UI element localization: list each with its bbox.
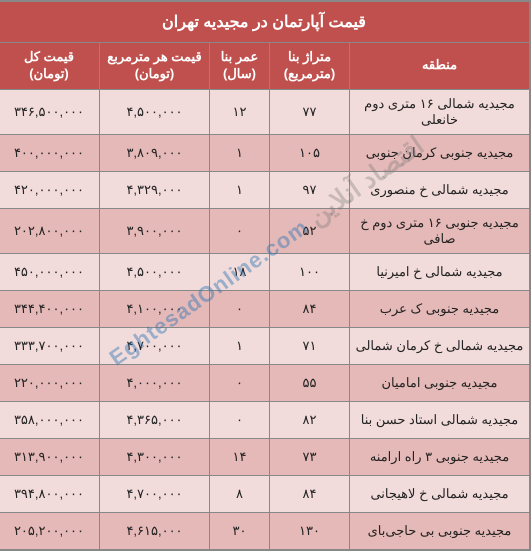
cell-ppm: ۳,۸۰۹,۰۰۰ (100, 134, 210, 171)
cell-region: مجیدیه جنوبی ۳ راه ارامنه (350, 438, 530, 475)
cell-region: مجیدیه شمالی استاد حسن بنا (350, 401, 530, 438)
cell-area: ۷۷ (270, 89, 350, 134)
table-row: مجیدیه شمالی استاد حسن بنا۸۲۰۴,۳۶۵,۰۰۰۳۵… (0, 401, 530, 438)
cell-age: ۰ (210, 401, 270, 438)
table-row: مجیدیه شمالی خ لاهیجانی۸۴۸۴,۷۰۰,۰۰۰۳۹۴,۸… (0, 475, 530, 512)
cell-area: ۸۲ (270, 401, 350, 438)
table-row: مجیدیه شمالی خ کرمان شمالی۷۱۱۴,۷۰۰,۰۰۰۳۳… (0, 327, 530, 364)
cell-total: ۴۲۰,۰۰۰,۰۰۰ (0, 171, 100, 208)
cell-area: ۸۴ (270, 290, 350, 327)
cell-area: ۱۰۵ (270, 134, 350, 171)
cell-ppm: ۴,۳۲۹,۰۰۰ (100, 171, 210, 208)
cell-total: ۲۰۲,۸۰۰,۰۰۰ (0, 208, 100, 253)
cell-total: ۳۴۴,۴۰۰,۰۰۰ (0, 290, 100, 327)
col-header-total: قیمت کل (تومان) (0, 43, 100, 90)
col-header-age: عمر بنا (سال) (210, 43, 270, 90)
cell-region: مجیدیه شمالی خ منصوری (350, 171, 530, 208)
table-row: مجیدیه شمالی خ امیرنیا۱۰۰۱۸۴,۵۰۰,۰۰۰۴۵۰,… (0, 253, 530, 290)
cell-area: ۸۴ (270, 475, 350, 512)
col-header-ppm: قیمت هر مترمربع (تومان) (100, 43, 210, 90)
cell-age: ۱ (210, 327, 270, 364)
col-header-region: منطقه (350, 43, 530, 90)
cell-total: ۴۰۰,۰۰۰,۰۰۰ (0, 134, 100, 171)
cell-region: مجیدیه جنوبی کرمان جنوبی (350, 134, 530, 171)
table-row: مجیدیه جنوبی ۱۶ متری دوم خ صافی۵۲۰۳,۹۰۰,… (0, 208, 530, 253)
cell-age: ۱۴ (210, 438, 270, 475)
cell-age: ۰ (210, 208, 270, 253)
cell-ppm: ۴,۳۰۰,۰۰۰ (100, 438, 210, 475)
cell-ppm: ۴,۶۱۵,۰۰۰ (100, 512, 210, 549)
table-row: مجیدیه شمالی ۱۶ متری دوم خانعلی۷۷۱۲۴,۵۰۰… (0, 89, 530, 134)
cell-total: ۲۲۰,۰۰۰,۰۰۰ (0, 364, 100, 401)
cell-ppm: ۴,۵۰۰,۰۰۰ (100, 89, 210, 134)
cell-total: ۳۴۶,۵۰۰,۰۰۰ (0, 89, 100, 134)
table-title: قیمت آپارتمان در مجیدیه تهران (0, 1, 530, 42)
cell-total: ۳۱۳,۹۰۰,۰۰۰ (0, 438, 100, 475)
cell-total: ۴۵۰,۰۰۰,۰۰۰ (0, 253, 100, 290)
cell-age: ۰ (210, 364, 270, 401)
cell-area: ۷۳ (270, 438, 350, 475)
table-row: مجیدیه جنوبی ک عرب۸۴۰۴,۱۰۰,۰۰۰۳۴۴,۴۰۰,۰۰… (0, 290, 530, 327)
cell-region: مجیدیه جنوبی ۱۶ متری دوم خ صافی (350, 208, 530, 253)
cell-area: ۵۲ (270, 208, 350, 253)
table-row: مجیدیه جنوبی کرمان جنوبی۱۰۵۱۳,۸۰۹,۰۰۰۴۰۰… (0, 134, 530, 171)
cell-region: مجیدیه جنوبی ک عرب (350, 290, 530, 327)
cell-region: مجیدیه شمالی ۱۶ متری دوم خانعلی (350, 89, 530, 134)
cell-age: ۱۲ (210, 89, 270, 134)
cell-region: مجیدیه جنوبی امامیان (350, 364, 530, 401)
cell-total: ۳۳۳,۷۰۰,۰۰۰ (0, 327, 100, 364)
cell-area: ۷۱ (270, 327, 350, 364)
cell-total: ۲۰۵,۲۰۰,۰۰۰ (0, 512, 100, 549)
cell-area: ۱۰۰ (270, 253, 350, 290)
cell-age: ۰ (210, 290, 270, 327)
cell-area: ۵۵ (270, 364, 350, 401)
col-header-area: متراژ بنا (مترمربع) (270, 43, 350, 90)
cell-age: ۳۰ (210, 512, 270, 549)
cell-ppm: ۴,۷۰۰,۰۰۰ (100, 327, 210, 364)
cell-region: مجیدیه جنوبی بی حاجی‌بای (350, 512, 530, 549)
price-table-container: قیمت آپارتمان در مجیدیه تهران منطقه مترا… (0, 0, 531, 551)
cell-ppm: ۳,۹۰۰,۰۰۰ (100, 208, 210, 253)
cell-age: ۱۸ (210, 253, 270, 290)
cell-region: مجیدیه شمالی خ لاهیجانی (350, 475, 530, 512)
cell-ppm: ۴,۵۰۰,۰۰۰ (100, 253, 210, 290)
cell-total: ۳۹۴,۸۰۰,۰۰۰ (0, 475, 100, 512)
table-body: مجیدیه شمالی ۱۶ متری دوم خانعلی۷۷۱۲۴,۵۰۰… (0, 89, 530, 549)
cell-ppm: ۴,۳۶۵,۰۰۰ (100, 401, 210, 438)
table-row: مجیدیه جنوبی امامیان۵۵۰۴,۰۰۰,۰۰۰۲۲۰,۰۰۰,… (0, 364, 530, 401)
cell-ppm: ۴,۰۰۰,۰۰۰ (100, 364, 210, 401)
cell-region: مجیدیه شمالی خ امیرنیا (350, 253, 530, 290)
cell-area: ۱۳۰ (270, 512, 350, 549)
cell-region: مجیدیه شمالی خ کرمان شمالی (350, 327, 530, 364)
table-row: مجیدیه شمالی خ منصوری۹۷۱۴,۳۲۹,۰۰۰۴۲۰,۰۰۰… (0, 171, 530, 208)
header-row: منطقه متراژ بنا (مترمربع) عمر بنا (سال) … (0, 43, 530, 90)
table-row: مجیدیه جنوبی ۳ راه ارامنه۷۳۱۴۴,۳۰۰,۰۰۰۳۱… (0, 438, 530, 475)
table-row: مجیدیه جنوبی بی حاجی‌بای۱۳۰۳۰۴,۶۱۵,۰۰۰۲۰… (0, 512, 530, 549)
cell-area: ۹۷ (270, 171, 350, 208)
apartment-price-table: قیمت آپارتمان در مجیدیه تهران منطقه مترا… (0, 1, 530, 550)
cell-age: ۱ (210, 134, 270, 171)
cell-ppm: ۴,۷۰۰,۰۰۰ (100, 475, 210, 512)
cell-ppm: ۴,۱۰۰,۰۰۰ (100, 290, 210, 327)
cell-age: ۱ (210, 171, 270, 208)
cell-age: ۸ (210, 475, 270, 512)
cell-total: ۳۵۸,۰۰۰,۰۰۰ (0, 401, 100, 438)
